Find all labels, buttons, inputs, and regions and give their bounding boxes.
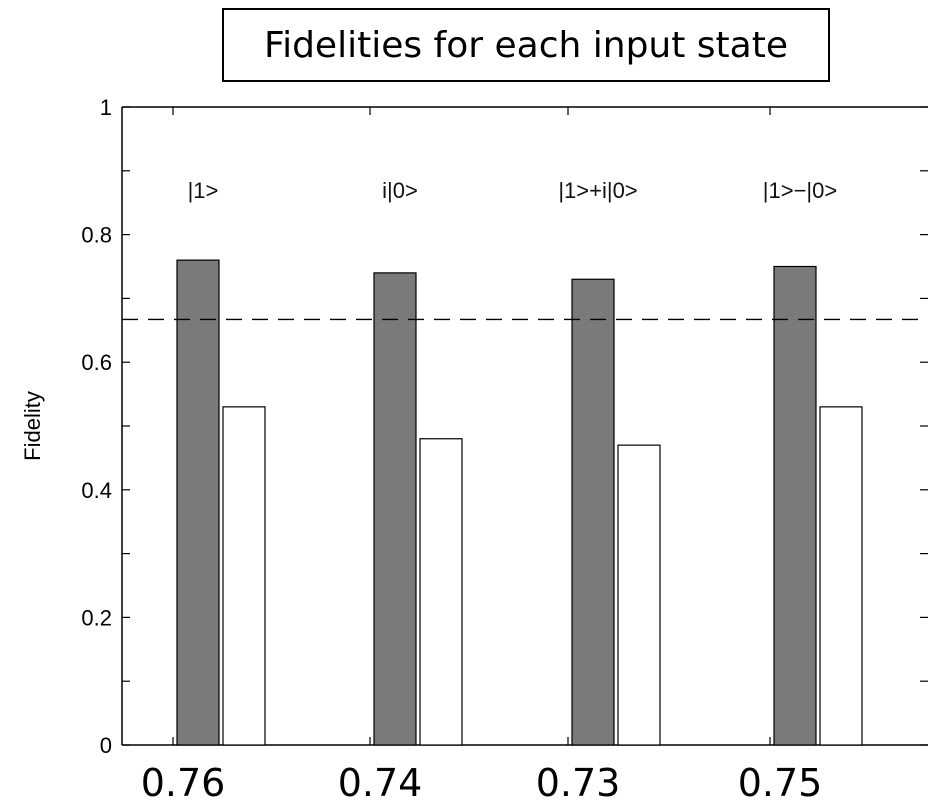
bar-series-1 bbox=[176, 259, 220, 746]
y-tick-label: 0.4 bbox=[81, 478, 112, 503]
y-tick-label: 0.8 bbox=[81, 223, 112, 248]
value-label: 0.73 bbox=[536, 761, 621, 805]
value-label: 0.76 bbox=[141, 761, 226, 805]
value-label: 0.75 bbox=[738, 761, 823, 805]
labels: |1> i|0> |1>+i|0> |1>−|0> 0.76 0.74 0.73 0.75 bbox=[141, 178, 838, 805]
bar-series-2 bbox=[419, 438, 463, 746]
bar-series-2 bbox=[819, 406, 863, 746]
bars bbox=[122, 259, 928, 746]
category-label: |1>+i|0> bbox=[558, 178, 637, 203]
axes: 0 0.2 0.4 0.6 0.8 1 Fidelity bbox=[20, 95, 928, 758]
y-tick-label: 0.6 bbox=[81, 350, 112, 375]
bar-series-2 bbox=[222, 406, 266, 746]
y-tick-label: 0 bbox=[100, 733, 112, 758]
bar-series-1 bbox=[773, 265, 817, 746]
y-axis-title: Fidelity bbox=[20, 391, 45, 461]
bar-series-2 bbox=[617, 444, 661, 746]
bar-series-1 bbox=[571, 278, 615, 746]
y-tick-label: 0.2 bbox=[81, 605, 112, 630]
chart-title: Fidelities for each input state bbox=[222, 8, 830, 82]
value-label: 0.74 bbox=[338, 761, 423, 805]
y-tick-label: 1 bbox=[100, 95, 112, 120]
bar-series-1 bbox=[373, 272, 417, 746]
category-label: |1>−|0> bbox=[763, 178, 837, 203]
category-label: |1> bbox=[188, 178, 219, 203]
category-label: i|0> bbox=[382, 178, 418, 203]
